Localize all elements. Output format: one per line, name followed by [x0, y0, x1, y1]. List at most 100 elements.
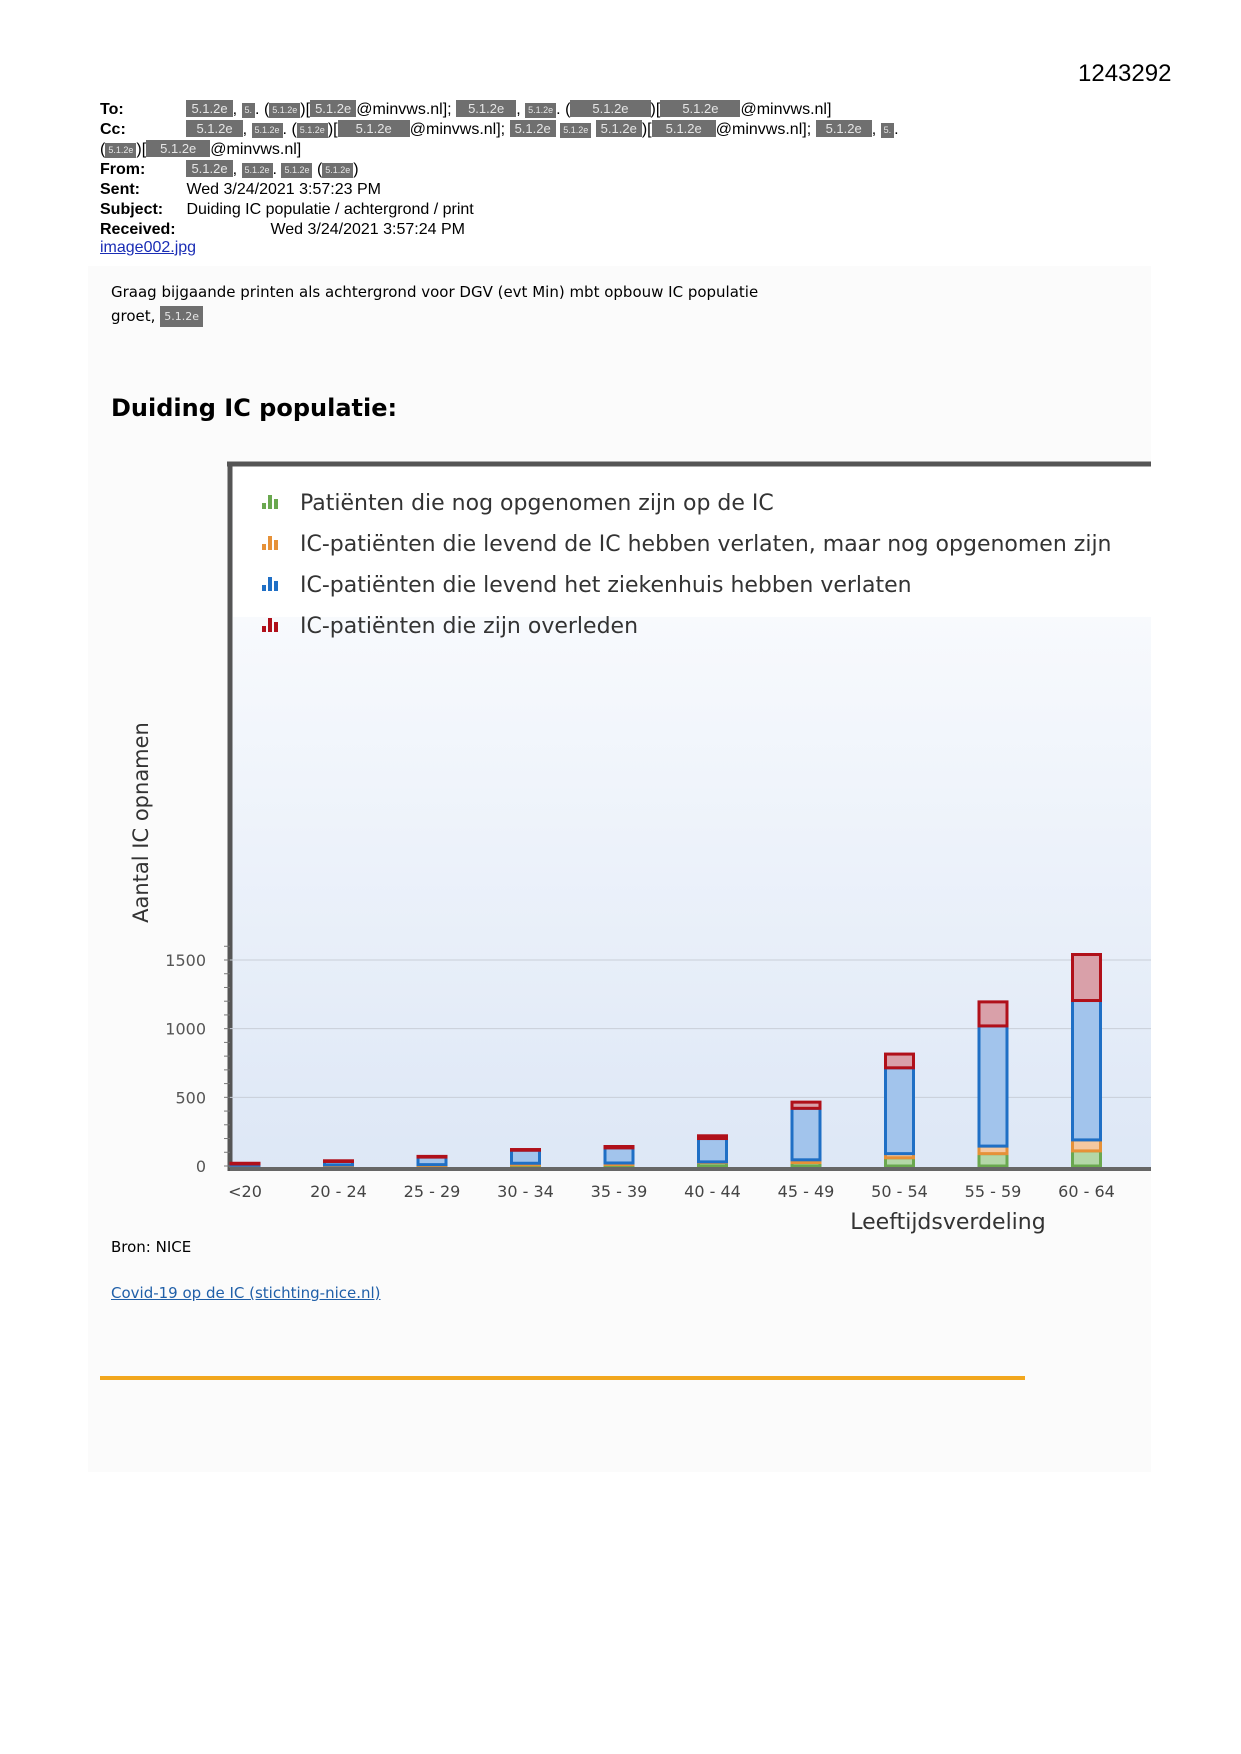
redaction: 5.1.2e [186, 100, 233, 117]
redaction: 5.1.2e [815, 120, 872, 137]
legend-icon-bar [262, 503, 266, 509]
redaction: 5.1.2e [322, 163, 354, 178]
redaction: 5.1.2e [560, 123, 592, 138]
redaction: 5.1.2e [456, 100, 517, 117]
x-tick-label: 40 - 44 [684, 1182, 741, 1201]
legend-background [233, 467, 1151, 617]
redaction: 5.1.2e [651, 120, 716, 137]
bar-segment [884, 1052, 915, 1070]
bar-segment [1071, 1138, 1102, 1153]
redaction: 5.1.2e [269, 103, 301, 118]
email-domain: @minvws.nl] [210, 141, 302, 158]
cc-continuation: (5.1.2e)[5.1.2e @minvws.nl] [100, 140, 301, 160]
y-tick-label: 1000 [165, 1020, 206, 1039]
redaction: 5. [241, 103, 256, 118]
legend-icon-bar [274, 581, 278, 591]
legend-item: IC-patiënten die zijn overleden [262, 614, 638, 639]
bar-segment [790, 1100, 822, 1110]
legend-icon-bar [262, 626, 266, 632]
redaction: 5.1.2e [337, 120, 410, 137]
message-line-1: Graag bijgaande printen als achtergrond … [111, 283, 759, 301]
separator: , [516, 101, 521, 118]
received-line: Received: Wed 3/24/2021 3:57:24 PM [100, 220, 465, 240]
legend-icon-bar [268, 577, 272, 591]
legend-item: IC-patiënten die levend het ziekenhuis h… [262, 573, 912, 598]
legend-icon-bar [262, 544, 266, 550]
legend-icon-bar [268, 495, 272, 509]
cc-line: Cc: 5.1.2e, 5.1.2e. (5.1.2e)[5.1.2e @minv… [100, 120, 899, 140]
received-value: Wed 3/24/2021 3:57:24 PM [270, 221, 465, 238]
x-tick-label: <20 [228, 1182, 262, 1201]
from-label: From: [100, 161, 146, 178]
separator: , [232, 101, 238, 118]
separator: . [556, 101, 561, 118]
bar-segment [977, 1000, 1009, 1028]
separator: . [272, 161, 277, 178]
separator: )[ [136, 141, 147, 158]
separator: . [255, 101, 260, 118]
x-tick-label: 35 - 39 [591, 1182, 648, 1201]
bar-segment [510, 1148, 541, 1165]
email-domain: @minvws.nl] [740, 101, 832, 118]
x-tick-label: 60 - 64 [1058, 1182, 1115, 1201]
separator: , [232, 161, 238, 178]
subject-label: Subject: [100, 201, 164, 218]
bar-segment [323, 1159, 354, 1163]
redaction: 5.1.2e [146, 140, 211, 157]
separator: , [242, 121, 248, 138]
message-line-2: groet, 5.1.2e [111, 306, 203, 327]
bar-segment [790, 1106, 822, 1162]
separator: ( [291, 121, 297, 138]
bar-segment [1071, 1149, 1102, 1168]
legend-icon-bar [274, 540, 278, 550]
document-id: 1243292 [1078, 60, 1172, 87]
email-domain: @minvws.nl]; [356, 101, 452, 118]
separator: )[ [641, 121, 652, 138]
redaction: 5.1.2e [296, 123, 328, 138]
legend-icon-bar [268, 536, 272, 550]
to-line: To: 5.1.2e, 5.. (5.1.2e)[5.1.2e @minvws.n… [100, 100, 831, 120]
redaction: 5.1.2e [105, 143, 137, 158]
email-domain: @minvws.nl]; [409, 121, 506, 138]
x-tick-label: 20 - 24 [310, 1182, 367, 1201]
legend-icon-bar [268, 618, 272, 632]
legend-icon-bar [274, 622, 278, 632]
bar-segment [229, 1161, 261, 1166]
x-tick-label: 30 - 34 [497, 1182, 554, 1201]
legend-label: IC-patiënten die zijn overleden [300, 614, 638, 639]
legend-label: IC-patiënten die levend de IC hebben ver… [300, 532, 1112, 557]
redaction: 5.1.2e [241, 163, 273, 178]
sent-line: Sent: Wed 3/24/2021 3:57:23 PM [100, 180, 381, 200]
y-tick-label: 500 [175, 1088, 206, 1107]
redaction: 5.1.2e [186, 160, 233, 177]
redaction: 5. [880, 123, 895, 138]
bar-segment [1071, 953, 1102, 1003]
sent-label: Sent: [100, 181, 140, 198]
greeting: groet, [111, 307, 156, 325]
separator: ( [565, 101, 571, 118]
legend-label: IC-patiënten die levend het ziekenhuis h… [300, 573, 912, 598]
received-label: Received: [100, 221, 176, 238]
legend-icon-bar [274, 499, 278, 509]
bar-segment [884, 1066, 915, 1156]
redaction: 5.1.2e [251, 123, 283, 138]
legend-item: IC-patiënten die levend de IC hebben ver… [262, 532, 1112, 557]
separator: . [894, 121, 899, 138]
attachment-link[interactable]: image002.jpg [100, 239, 197, 256]
section-heading: Duiding IC populatie: [111, 394, 398, 422]
bar-segment [510, 1148, 541, 1152]
divider-line [100, 1376, 1025, 1380]
cc-label: Cc: [100, 121, 126, 138]
legend-item: Patiënten die nog opgenomen zijn op de I… [262, 491, 774, 516]
redaction: 5.1.2e [525, 103, 557, 118]
redaction: 5.1.2e [509, 120, 556, 137]
redaction: 5.1.2e [595, 120, 642, 137]
bar-segment [603, 1144, 635, 1150]
redaction: 5.1.2e [186, 120, 243, 137]
separator: ( [263, 101, 270, 118]
x-tick-label: 25 - 29 [404, 1182, 461, 1201]
separator: ( [316, 161, 323, 178]
sent-value: Wed 3/24/2021 3:57:23 PM [186, 181, 381, 198]
bar-segment [603, 1146, 635, 1165]
source-link[interactable]: Covid-19 op de IC (stichting-nice.nl) [111, 1284, 381, 1302]
